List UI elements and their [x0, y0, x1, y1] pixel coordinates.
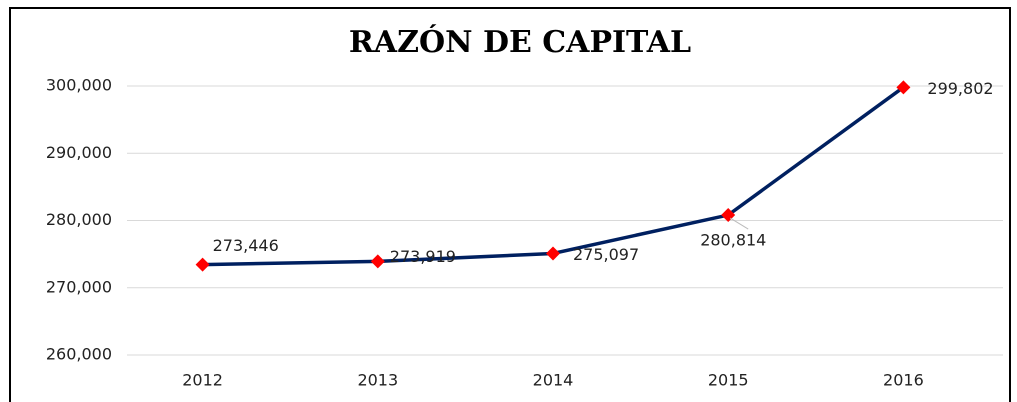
x-tick-label: 2013	[357, 371, 398, 390]
marker	[546, 246, 560, 261]
y-tick-label: 290,000	[46, 143, 112, 162]
data-label: 280,814	[700, 231, 766, 250]
data-label: 273,919	[390, 247, 456, 266]
x-tick-label: 2014	[533, 371, 574, 390]
chart-frame	[9, 7, 1011, 402]
leader-line	[729, 217, 749, 230]
x-tick-label: 2015	[708, 371, 749, 390]
x-tick-label: 2012	[182, 371, 223, 390]
marker	[896, 80, 911, 95]
x-tick-label: 2016	[883, 371, 924, 390]
y-tick-label: 300,000	[46, 76, 112, 95]
marker	[195, 257, 210, 272]
marker	[370, 254, 385, 269]
y-tick-label: 280,000	[46, 210, 112, 229]
data-label: 299,802	[927, 79, 993, 98]
data-label: 275,097	[573, 245, 639, 264]
y-tick-label: 270,000	[46, 277, 112, 296]
data-label: 273,446	[213, 236, 279, 255]
chart-title: RAZÓN DE CAPITAL	[349, 24, 691, 60]
y-tick-label: 260,000	[46, 345, 112, 364]
